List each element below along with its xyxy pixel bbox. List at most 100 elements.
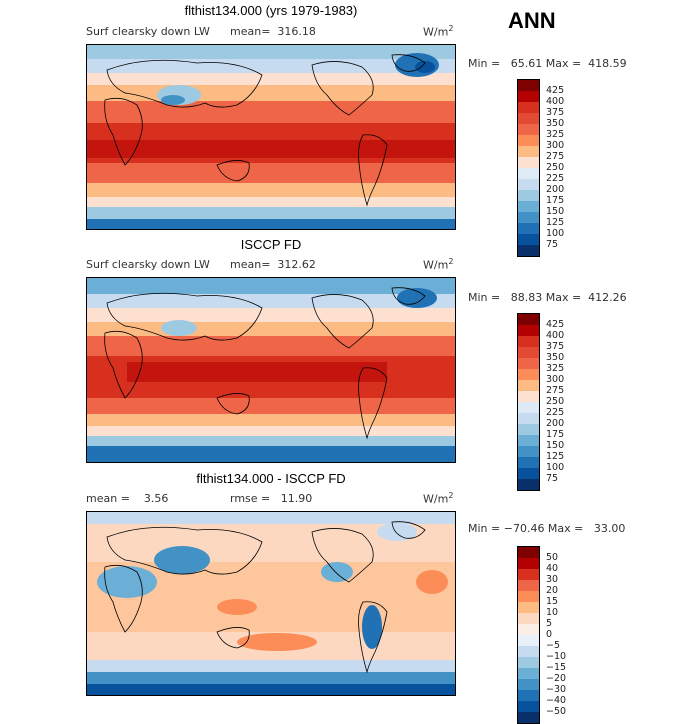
colorbar-tick-label: −30	[546, 684, 567, 695]
colorbar-tick-label: 150	[546, 440, 565, 451]
colorbar-swatch	[518, 380, 539, 391]
panel-1-minmax: Min = 65.61 Max = 418.59	[468, 57, 627, 70]
panel-2-field: Surf clearsky down LW	[86, 258, 210, 271]
panel-2-map-svg	[87, 278, 455, 462]
colorbar-tick-label: 30	[546, 574, 559, 585]
colorbar-tick-label: 100	[546, 462, 565, 473]
colorbar-tick-label: 275	[546, 385, 565, 396]
colorbar-swatch	[518, 402, 539, 413]
colorbar-swatch	[518, 314, 539, 325]
colorbar-tick-label: −10	[546, 651, 567, 662]
colorbar-swatch	[518, 668, 539, 679]
panel-3-minmax: Min = −70.46 Max = 33.00	[468, 522, 626, 535]
colorbar-swatch	[518, 547, 539, 558]
panel-3-colorbar	[517, 546, 540, 724]
colorbar-tick-label: −20	[546, 673, 567, 684]
colorbar-tick-label: 225	[546, 173, 565, 184]
panel-1-colorbar	[517, 79, 540, 257]
colorbar-tick-label: 425	[546, 85, 565, 96]
colorbar-swatch	[518, 179, 539, 190]
colorbar-tick-label: 375	[546, 341, 565, 352]
colorbar-swatch	[518, 190, 539, 201]
colorbar-swatch	[518, 457, 539, 468]
panel-1-map	[86, 44, 456, 230]
colorbar-tick-label: 275	[546, 151, 565, 162]
colorbar-swatch	[518, 325, 539, 336]
colorbar-tick-label: 150	[546, 206, 565, 217]
panel-1-units: W/m2	[423, 24, 454, 39]
colorbar-swatch	[518, 569, 539, 580]
colorbar-swatch	[518, 391, 539, 402]
panel-1-field: Surf clearsky down LW	[86, 25, 210, 38]
colorbar-tick-label: −40	[546, 695, 567, 706]
colorbar-swatch	[518, 245, 539, 256]
colorbar-swatch	[518, 635, 539, 646]
colorbar-swatch	[518, 91, 539, 102]
panel-3-rmse: rmse = 11.90	[230, 492, 313, 505]
colorbar-tick-label: 0	[546, 629, 553, 640]
panel-1-map-svg	[87, 45, 455, 229]
colorbar-swatch	[518, 113, 539, 124]
colorbar-swatch	[518, 336, 539, 347]
colorbar-swatch	[518, 157, 539, 168]
panel-3-mean: mean = 3.56	[86, 492, 169, 505]
panel-1-colorbar-labels: 425 400 375 350 325 300 275 250 225 200 175 150 125 1…	[546, 85, 564, 250]
colorbar-tick-label: 40	[546, 563, 559, 574]
colorbar-tick-label: 225	[546, 407, 565, 418]
colorbar-swatch	[518, 146, 539, 157]
colorbar-swatch	[518, 690, 539, 701]
panel-1-title: flthist134.000 (yrs 1979-1983)	[184, 3, 358, 18]
colorbar-swatch	[518, 657, 539, 668]
colorbar-tick-label: 400	[546, 96, 565, 107]
colorbar-tick-label: 200	[546, 418, 565, 429]
colorbar-swatch	[518, 223, 539, 234]
colorbar-tick-label: 250	[546, 162, 565, 173]
colorbar-swatch	[518, 479, 539, 490]
colorbar-swatch	[518, 135, 539, 146]
colorbar-tick-label: −50	[546, 706, 567, 717]
colorbar-swatch	[518, 701, 539, 712]
panel-3-title: flthist134.000 - ISCCP FD	[196, 471, 346, 486]
colorbar-swatch	[518, 212, 539, 223]
colorbar-swatch	[518, 369, 539, 380]
season-label: ANN	[508, 8, 556, 33]
panel-2-colorbar-labels: 425 400 375 350 325 300 275 250 225 200 175 150 125 1…	[546, 319, 564, 484]
colorbar-tick-label: 425	[546, 319, 565, 330]
panel-2-units: W/m2	[423, 257, 454, 272]
colorbar-tick-label: 100	[546, 228, 565, 239]
panel-2-map	[86, 277, 456, 463]
colorbar-tick-label: −15	[546, 662, 567, 673]
colorbar-swatch	[518, 347, 539, 358]
panel-3-units: W/m2	[423, 491, 454, 506]
colorbar-tick-label: 350	[546, 352, 565, 363]
colorbar-tick-label: 5	[546, 618, 553, 629]
panel-1-mean: mean= 316.18	[230, 25, 316, 38]
colorbar-tick-label: 300	[546, 374, 565, 385]
colorbar-tick-label: 375	[546, 107, 565, 118]
colorbar-tick-label: 75	[546, 239, 559, 250]
colorbar-tick-label: 300	[546, 140, 565, 151]
panel-2-title: ISCCP FD	[240, 237, 302, 252]
colorbar-tick-label: 350	[546, 118, 565, 129]
colorbar-swatch	[518, 613, 539, 624]
colorbar-tick-label: 250	[546, 396, 565, 407]
colorbar-tick-label: −5	[546, 640, 561, 651]
panel-2-mean: mean= 312.62	[230, 258, 316, 271]
colorbar-tick-label: 175	[546, 195, 565, 206]
colorbar-swatch	[518, 424, 539, 435]
colorbar-swatch	[518, 591, 539, 602]
colorbar-swatch	[518, 558, 539, 569]
colorbar-tick-label: 325	[546, 129, 565, 140]
colorbar-swatch	[518, 358, 539, 369]
colorbar-swatch	[518, 580, 539, 591]
colorbar-tick-label: 325	[546, 363, 565, 374]
panel-2-minmax: Min = 88.83 Max = 412.26	[468, 291, 627, 304]
colorbar-tick-label: 400	[546, 330, 565, 341]
colorbar-swatch	[518, 646, 539, 657]
colorbar-swatch	[518, 124, 539, 135]
colorbar-tick-label: 20	[546, 585, 559, 596]
colorbar-swatch	[518, 446, 539, 457]
colorbar-swatch	[518, 468, 539, 479]
colorbar-swatch	[518, 624, 539, 635]
colorbar-swatch	[518, 234, 539, 245]
